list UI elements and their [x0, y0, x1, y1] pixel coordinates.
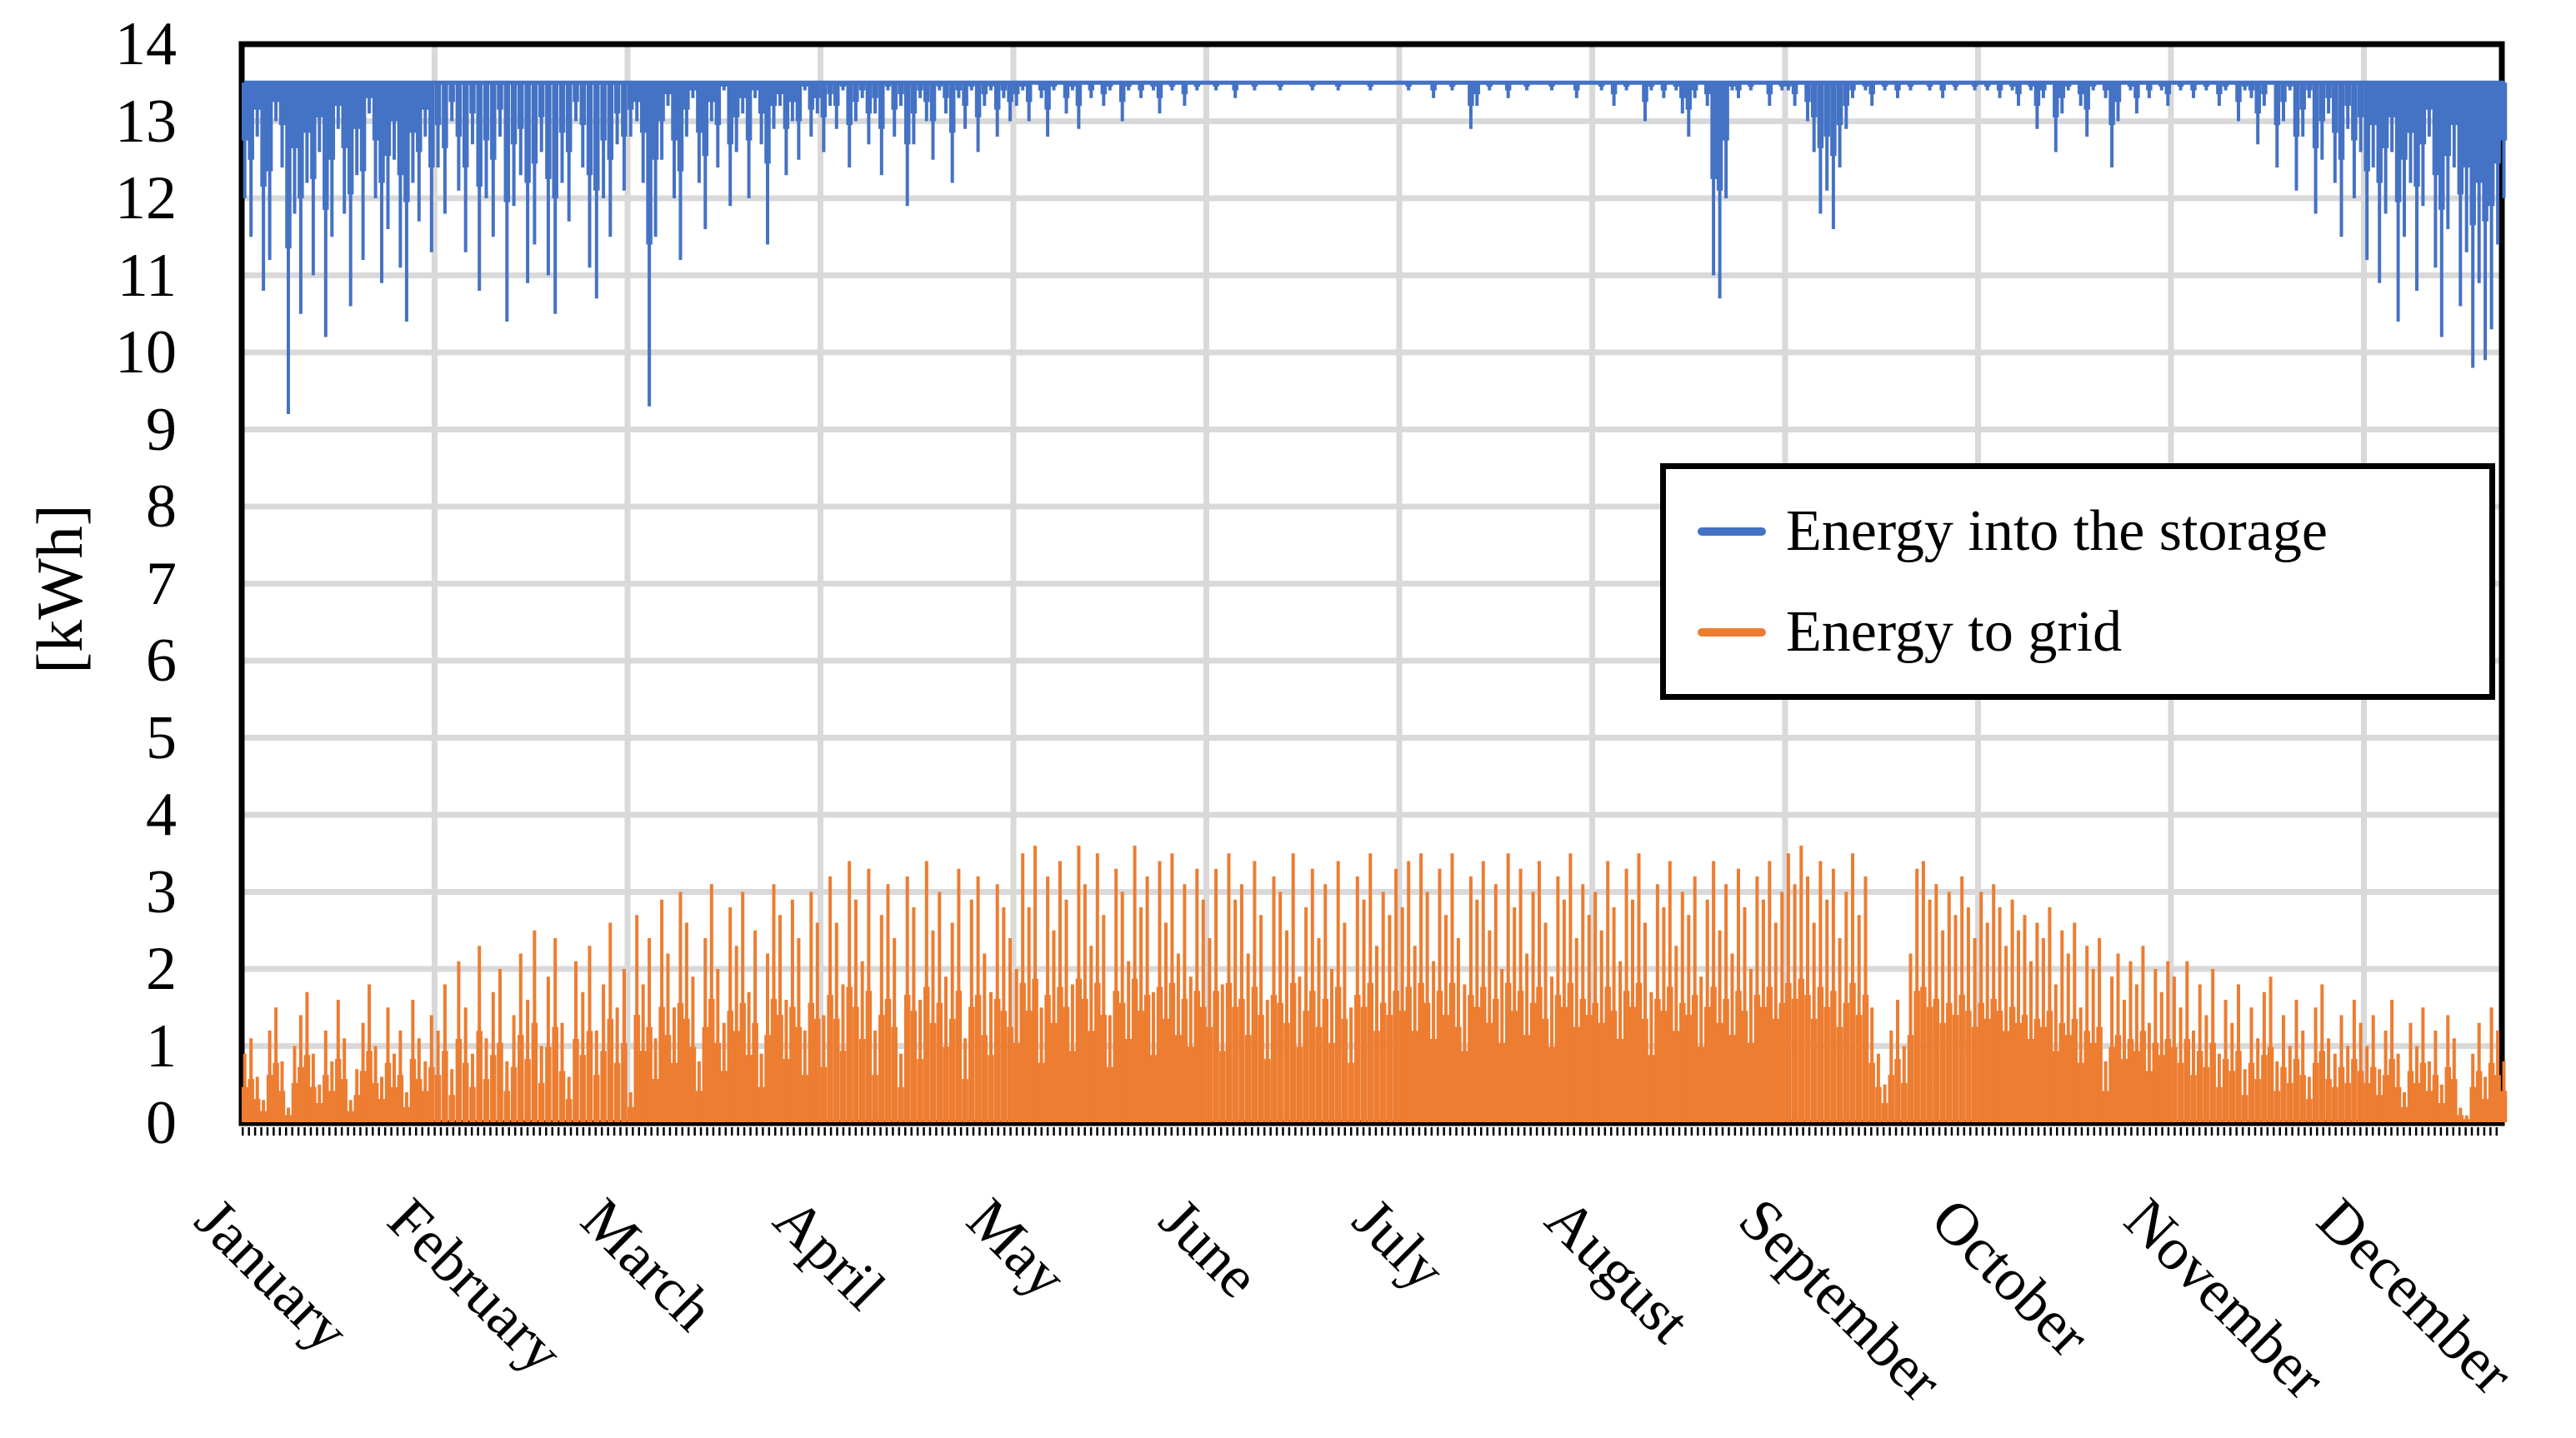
plot-border: [238, 41, 2505, 1126]
y-tick-label: 0: [146, 1089, 177, 1157]
series-energy-to-grid: [241, 846, 2508, 1122]
y-tick-label: 2: [146, 935, 177, 1003]
y-tick-label: 10: [115, 318, 177, 387]
legend-label: Energy into the storage: [1786, 498, 2328, 563]
y-tick-label: 7: [146, 549, 177, 618]
y-tick-label: 13: [115, 87, 177, 156]
horizontal-gridlines: [242, 118, 2502, 1049]
y-tick-label: 8: [146, 472, 177, 541]
legend-item-energy-to-grid: Energy to grid: [1666, 600, 2489, 665]
legend: Energy into the storage Energy to grid: [1660, 463, 2495, 700]
y-tick-label: 9: [146, 395, 177, 464]
series-energy-into-storage: [241, 80, 2508, 414]
legend-line-sample-blue: [1698, 527, 1766, 536]
y-tick-label: 5: [146, 703, 177, 772]
legend-line-sample-orange: [1698, 627, 1766, 637]
y-tick-label: 6: [146, 627, 177, 695]
y-tick-label: 14: [115, 10, 177, 78]
vertical-gridlines: [432, 44, 2367, 1123]
legend-label: Energy to grid: [1786, 599, 2123, 664]
y-tick-label: 12: [115, 164, 177, 232]
y-tick-label: 4: [146, 781, 177, 849]
y-tick-label: 11: [117, 241, 177, 310]
legend-item-energy-into-storage: Energy into the storage: [1666, 499, 2489, 564]
y-tick-label: 3: [146, 857, 177, 926]
y-tick-label: 1: [146, 1011, 177, 1081]
